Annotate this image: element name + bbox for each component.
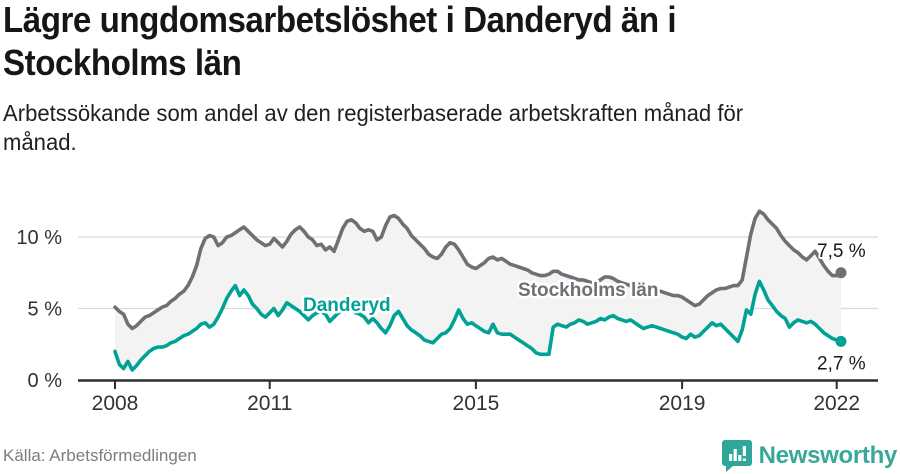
series-band [115,211,841,370]
end-dot-danderyd [835,335,847,347]
x-tick-label: 2008 [92,392,139,415]
x-tick-group: 2015 [453,381,500,415]
page-subtitle: Arbetssökande som andel av den registerb… [3,100,744,155]
page-title: Lägre ungdomsarbetslöshet i Danderyd än … [3,0,677,83]
bar-chart-bubble-icon [721,440,752,472]
x-tick-label: 2022 [813,392,860,415]
y-tick-label-5: 5 % [28,299,63,321]
x-tick-group: 2011 [247,381,292,415]
y-tick-label-10: 10 % [16,227,62,249]
series-line-stockholm [113,209,843,331]
end-value-stockholm: 7,5 % [817,241,866,262]
series-label-stockholm: Stockholms län [518,280,658,301]
series-line-danderyd [113,279,843,372]
brand-wordmark: Newsworthy [758,442,898,469]
end-dot-stockholm [835,267,847,279]
x-tick-label: 2015 [453,392,500,415]
x-tick-group: 2019 [659,381,706,415]
x-tick-label: 2019 [659,392,706,415]
y-tick-label-0: 0 % [28,370,63,392]
x-tick-group: 2008 [92,381,139,415]
x-tick-group: 2022 [813,381,860,415]
end-value-danderyd: 2,7 % [817,353,866,374]
series-label-danderyd: Danderyd [303,295,391,316]
newsworthy-logo: Newsworthy [721,439,898,473]
x-tick-label: 2011 [247,392,292,415]
source-credit: Källa: Arbetsförmedlingen [3,446,197,465]
